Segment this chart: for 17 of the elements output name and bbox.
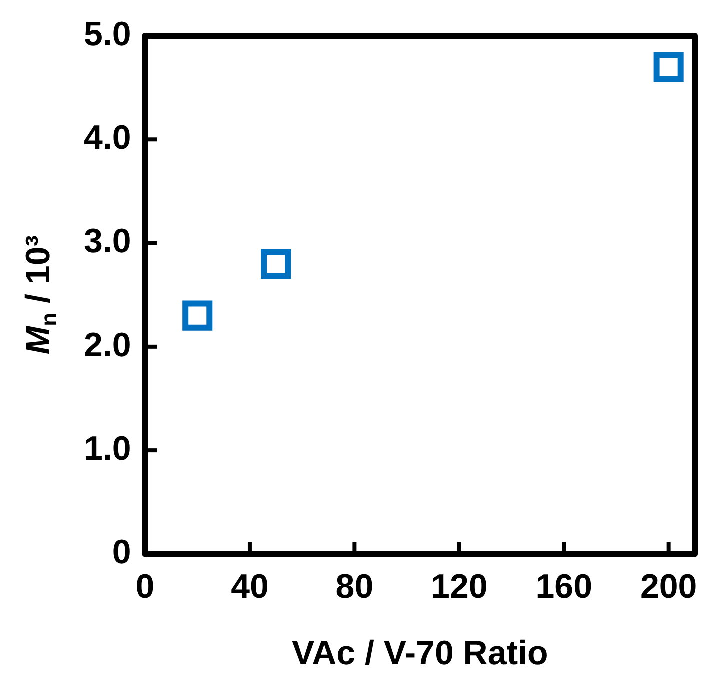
y-tick-label: 0 xyxy=(112,534,132,572)
x-tick-label: 40 xyxy=(231,568,269,606)
y-tick-label: 5.0 xyxy=(84,15,132,54)
point xyxy=(182,300,213,331)
x-axis-title: VAc / V-70 Ratio xyxy=(292,634,548,672)
x-tick-label: 160 xyxy=(536,568,592,606)
x-tick-label: 80 xyxy=(336,568,374,606)
point xyxy=(654,52,684,82)
y-tick-label: 3.0 xyxy=(84,222,132,261)
y-tick-label: 1.0 xyxy=(84,430,132,468)
x-tick-label: 200 xyxy=(640,568,698,606)
x-tick-label: 120 xyxy=(431,568,488,606)
x-tick-label: 0 xyxy=(136,568,155,606)
y-tick-label: 4.0 xyxy=(84,119,132,158)
point xyxy=(261,248,292,280)
y-axis-title: Mn / 10³ xyxy=(19,235,62,355)
y-tick-label: 2.0 xyxy=(84,326,132,364)
